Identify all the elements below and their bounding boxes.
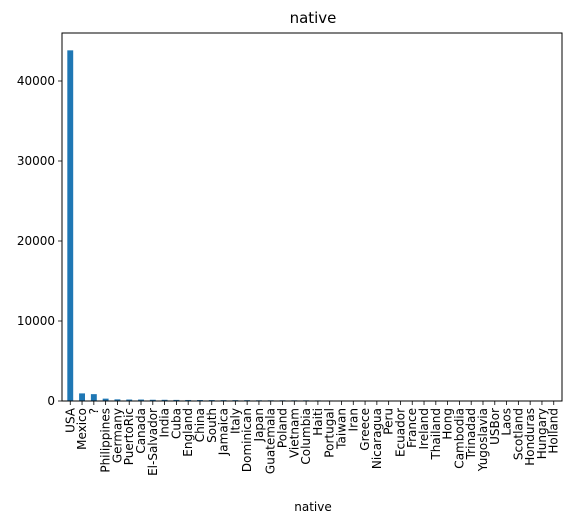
bar (149, 399, 156, 401)
x-tick-label: Guatemala (264, 408, 278, 474)
bar (67, 50, 74, 402)
x-tick-label: Columbia (299, 408, 313, 465)
x-tick-label: Greece (358, 408, 372, 451)
x-tick-label: Philippines (99, 408, 113, 473)
bar (173, 399, 180, 401)
bar (102, 398, 109, 401)
x-tick-label: India (158, 408, 172, 437)
x-tick-label: Ireland (417, 408, 431, 450)
x-tick-label: China (193, 408, 207, 442)
bar (90, 394, 97, 401)
y-tick-label: 0 (47, 394, 55, 408)
x-tick-label: Jamaica (217, 408, 231, 456)
x-tick-label: Yugoslavia (476, 408, 490, 472)
x-tick-label: Trinadad (464, 408, 478, 460)
x-tick-label: ? (87, 408, 101, 414)
x-tick-label: Nicaragua (370, 408, 384, 469)
x-tick-label: Cambodia (452, 408, 466, 469)
bar (114, 399, 121, 401)
x-tick-label: Vietnam (287, 408, 301, 458)
x-tick-label: Honduras (523, 408, 537, 466)
x-tick-label: Japan (252, 408, 266, 442)
bars-group (67, 50, 557, 402)
x-tick-label: Iran (346, 408, 360, 431)
x-tick-label: Taiwan (334, 408, 348, 450)
x-tick-label: Mexico (75, 408, 89, 450)
x-tick-label: Portugal (323, 408, 337, 458)
x-tick-label: Germany (110, 408, 124, 463)
bar (126, 399, 133, 401)
x-tick-label: USA (63, 407, 77, 433)
x-tick-label: Peru (382, 408, 396, 435)
x-tick-label: Holland (547, 408, 561, 454)
y-tick-label: 20000 (17, 234, 55, 248)
x-tick-label: Cuba (169, 408, 183, 439)
x-tick-label: Ecuador (393, 408, 407, 457)
x-tick-label: South (205, 408, 219, 443)
x-tick-label: Scotland (511, 408, 525, 460)
x-tick-label: England (181, 408, 195, 457)
y-tick-label: 10000 (17, 314, 55, 328)
y-axis: 0 10000 20000 30000 40000 (17, 74, 62, 408)
bar (138, 399, 144, 401)
plot-frame (61, 32, 563, 402)
x-tick-label: El-Salvador (146, 408, 160, 476)
x-tick-label: PuertoRic (122, 408, 136, 465)
x-axis-label: native (294, 500, 331, 514)
x-tick-label: Thailand (429, 408, 443, 461)
x-tick-label: Hungary (535, 408, 549, 459)
x-tick-label: Haiti (311, 408, 325, 436)
y-tick-label: 30000 (17, 154, 55, 168)
bar (185, 399, 192, 401)
x-axis: USAMexico?PhilippinesGermanyPuertoRicCan… (63, 401, 561, 476)
x-tick-label: Canada (134, 408, 148, 454)
x-tick-label: Laos (500, 408, 514, 436)
x-tick-label: France (405, 408, 419, 448)
bar (79, 393, 85, 401)
x-tick-label: Hong (441, 408, 455, 440)
bar (161, 399, 168, 401)
x-tick-label: Italy (228, 408, 242, 434)
x-tick-label: Dominican (240, 408, 254, 472)
chart-title: native (290, 9, 337, 27)
y-tick-label: 40000 (17, 74, 55, 88)
x-tick-label: USBor (488, 408, 502, 445)
x-tick-label: Poland (276, 408, 290, 448)
